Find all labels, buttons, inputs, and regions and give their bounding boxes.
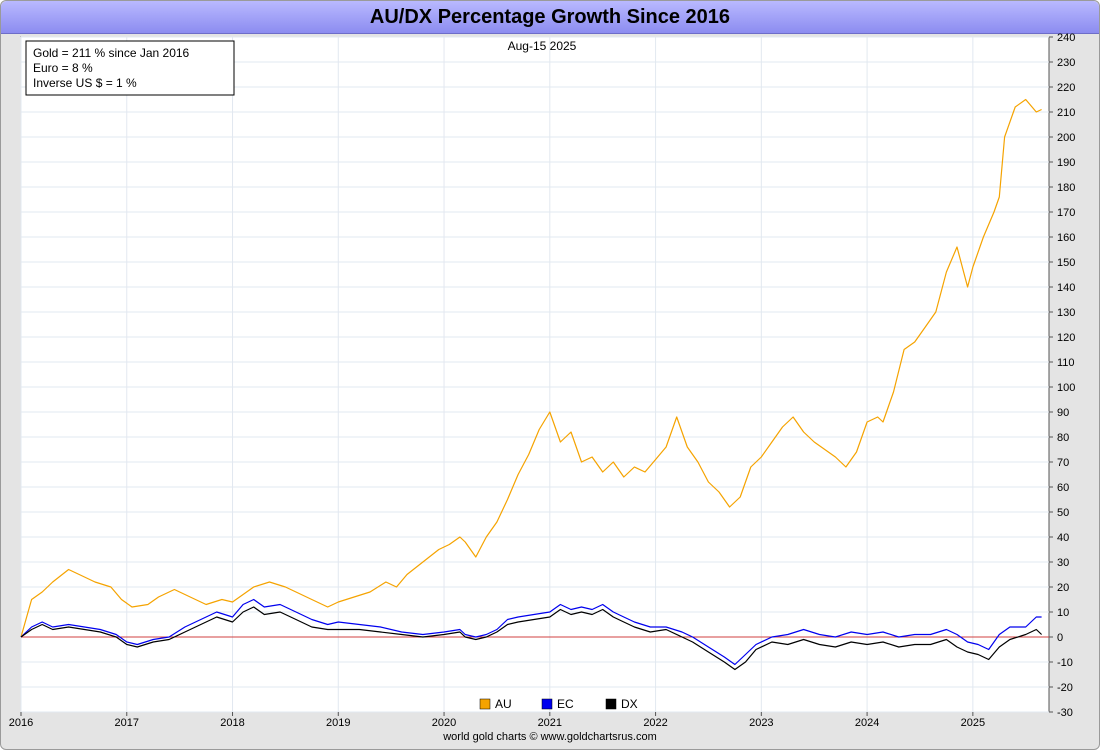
date-label: Aug-15 2025 <box>508 39 577 53</box>
x-tick-label: 2021 <box>538 717 562 729</box>
y-tick-label: 20 <box>1057 582 1069 594</box>
series-line-ec <box>20 598 1042 666</box>
y-tick-label: 100 <box>1057 382 1075 394</box>
y-tick-label: 60 <box>1057 482 1069 494</box>
y-tick-label: 170 <box>1057 207 1075 219</box>
legend-label-ec: EC <box>557 697 574 711</box>
y-tick-label: 200 <box>1057 132 1075 144</box>
y-tick-label: 230 <box>1057 57 1075 69</box>
y-tick-label: 150 <box>1057 257 1075 269</box>
x-tick-label: 2025 <box>961 717 985 729</box>
y-tick-label: 120 <box>1057 332 1075 344</box>
y-tick-label: -20 <box>1057 682 1073 694</box>
y-tick-label: 140 <box>1057 282 1075 294</box>
y-tick-label: 10 <box>1057 607 1069 619</box>
y-tick-label: 210 <box>1057 107 1075 119</box>
x-tick-label: 2022 <box>643 717 667 729</box>
legend-swatch-au <box>479 698 491 710</box>
chart-title: AU/DX Percentage Growth Since 2016 <box>369 6 731 28</box>
plot-area <box>20 36 1050 713</box>
y-tick-label: 160 <box>1057 232 1075 244</box>
x-tick-label: 2023 <box>749 717 773 729</box>
y-tick-label: -10 <box>1057 657 1073 669</box>
y-tick-label: 180 <box>1057 182 1075 194</box>
legend-swatch-dx <box>605 698 617 710</box>
title-bar: AU/DX Percentage Growth Since 2016 <box>1 1 1099 34</box>
y-tick-label: 130 <box>1057 307 1075 319</box>
y-tick-label: 220 <box>1057 82 1075 94</box>
footer-credit: world gold charts © www.goldchartsrus.co… <box>443 731 657 743</box>
legend-swatch-ec <box>541 698 553 710</box>
y-tick-label: 90 <box>1057 407 1069 419</box>
x-tick-label: 2020 <box>432 717 456 729</box>
y-tick-label: 0 <box>1057 632 1063 644</box>
y-tick-label: 240 <box>1057 32 1075 44</box>
y-tick-label: 110 <box>1057 357 1075 369</box>
info-box-line: Gold = 211 % since Jan 2016 <box>33 46 190 60</box>
y-tick-label: 80 <box>1057 432 1069 444</box>
y-tick-label: 70 <box>1057 457 1069 469</box>
y-tick-label: 30 <box>1057 557 1069 569</box>
x-tick-label: 2019 <box>326 717 350 729</box>
y-tick-label: 190 <box>1057 157 1075 169</box>
x-tick-label: 2017 <box>115 717 139 729</box>
info-box-line: Euro = 8 % <box>33 61 93 75</box>
y-tick-label: 40 <box>1057 532 1069 544</box>
y-tick-label: -30 <box>1057 707 1073 719</box>
series-line-au <box>20 98 1042 638</box>
legend-label-au: AU <box>495 697 512 711</box>
series-line-dx <box>20 606 1043 671</box>
y-tick-label: 50 <box>1057 507 1069 519</box>
info-box-line: Inverse US $ = 1 % <box>33 76 137 90</box>
legend-label-dx: DX <box>621 697 638 711</box>
x-tick-label: 2018 <box>220 717 244 729</box>
info-box <box>25 40 235 96</box>
x-tick-label: 2016 <box>9 717 33 729</box>
x-tick-label: 2024 <box>855 717 879 729</box>
